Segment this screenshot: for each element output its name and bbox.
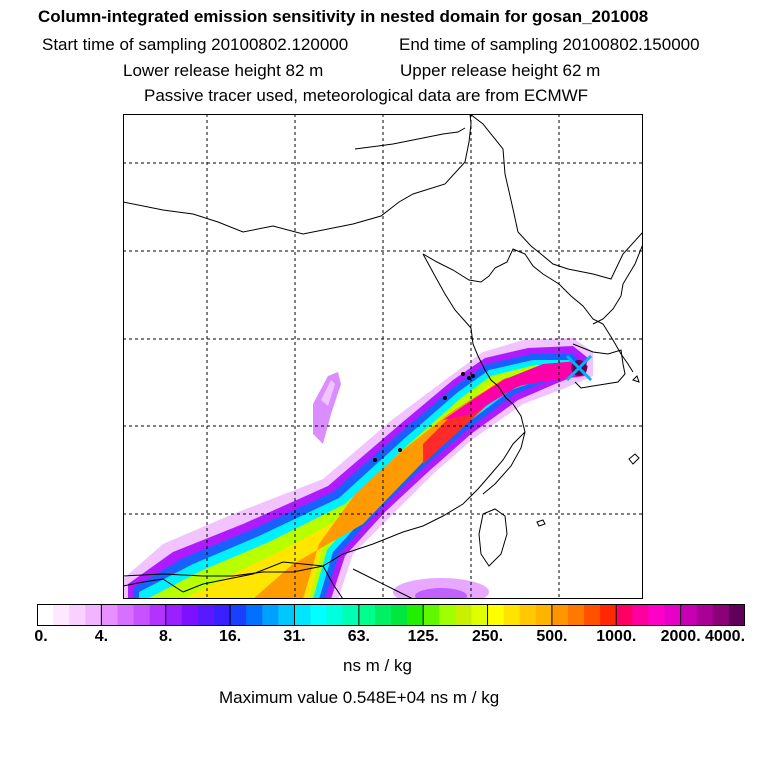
colorbar-tick-label: 8.: [159, 628, 173, 645]
colorbar-cell: [648, 604, 666, 626]
colorbar-tick-label: 1000.: [596, 628, 637, 645]
colorbar-cell: [471, 604, 489, 626]
colorbar-tick-label: 500.: [536, 628, 568, 645]
colorbar-tick-label: 63.: [347, 628, 370, 645]
colorbar-tick-label: 4000.: [704, 628, 746, 645]
colorbar-cell: [326, 604, 344, 626]
colorbar-cell: [197, 604, 215, 626]
maximum-value: Maximum value 0.548E+04 ns m / kg: [219, 688, 500, 707]
colorbar-tick-label: 16.: [218, 628, 242, 645]
colorbar-tick-label: 31.: [283, 628, 306, 645]
colorbar-cell: [310, 604, 328, 626]
source-points: [373, 372, 475, 462]
colorbar-cell: [616, 604, 633, 626]
colorbar-cell: [503, 604, 521, 626]
colorbar-cell: [664, 604, 682, 626]
colorbar-cell: [262, 604, 279, 626]
colorbar-tick-label: 4.: [94, 628, 109, 645]
colorbar-cell: [69, 604, 86, 626]
colorbar-cell: [680, 604, 698, 626]
colorbar-units: ns m / kg: [343, 656, 412, 675]
upper-release-height: Upper release height 62 m: [400, 61, 601, 80]
colorbar-cell: [696, 604, 714, 626]
colorbar-cell: [455, 604, 473, 626]
colorbar-cell: [423, 604, 440, 626]
plume-band-magenta: [443, 361, 588, 420]
colorbar-cell: [519, 604, 537, 626]
colorbar-cell: [85, 604, 102, 626]
colorbar-cell: [37, 604, 54, 626]
start-time: Start time of sampling 20100802.120000: [42, 35, 349, 54]
colorbar-cell: [358, 604, 376, 626]
colorbar-cell: [712, 604, 730, 626]
colorbar-cell: [101, 604, 119, 626]
colorbar-cell: [568, 604, 585, 626]
map-frame: [123, 114, 643, 599]
colorbar-cell: [214, 604, 231, 626]
colorbar: [37, 604, 745, 626]
colorbar-cell: [439, 604, 456, 626]
receptor-marker: [565, 354, 593, 382]
colorbar-cell: [487, 604, 505, 626]
colorbar-cell: [133, 604, 151, 626]
end-time: End time of sampling 20100802.150000: [399, 35, 700, 54]
tracer-info: Passive tracer used, meteorological data…: [144, 86, 589, 105]
plume-band-orange: [253, 374, 565, 599]
colorbar-tick-label: 0.: [34, 628, 48, 645]
colorbar-cell: [600, 604, 617, 626]
colorbar-cell: [632, 604, 650, 626]
colorbar-cell: [584, 604, 601, 626]
colorbar-cell: [294, 604, 312, 626]
colorbar-cell: [278, 604, 296, 626]
colorbar-cell: [407, 604, 424, 626]
colorbar-cell: [551, 604, 569, 626]
colorbar-cell: [230, 604, 247, 626]
plume-arm-west: [313, 372, 341, 444]
colorbar-cell: [535, 604, 553, 626]
colorbar-cell: [181, 604, 199, 626]
grid-lines: [123, 114, 643, 599]
colorbar-cell: [374, 604, 392, 626]
colorbar-cells: [37, 604, 745, 626]
colorbar-cell: [117, 604, 135, 626]
colorbar-cell: [53, 604, 70, 626]
colorbar-tick-label: 2000.: [660, 628, 701, 645]
colorbar-cell: [165, 604, 183, 626]
colorbar-tick-label: 125.: [407, 628, 439, 645]
colorbar-cell: [149, 604, 167, 626]
colorbar-cell: [728, 604, 745, 626]
colorbar-cell: [342, 604, 360, 626]
colorbar-cell: [246, 604, 263, 626]
sensitivity-map: [123, 114, 643, 599]
colorbar-tick-label: 250.: [471, 628, 504, 645]
lower-release-height: Lower release height 82 m: [123, 61, 324, 80]
plot-title: Column-integrated emission sensitivity i…: [38, 7, 649, 26]
colorbar-cell: [391, 604, 408, 626]
